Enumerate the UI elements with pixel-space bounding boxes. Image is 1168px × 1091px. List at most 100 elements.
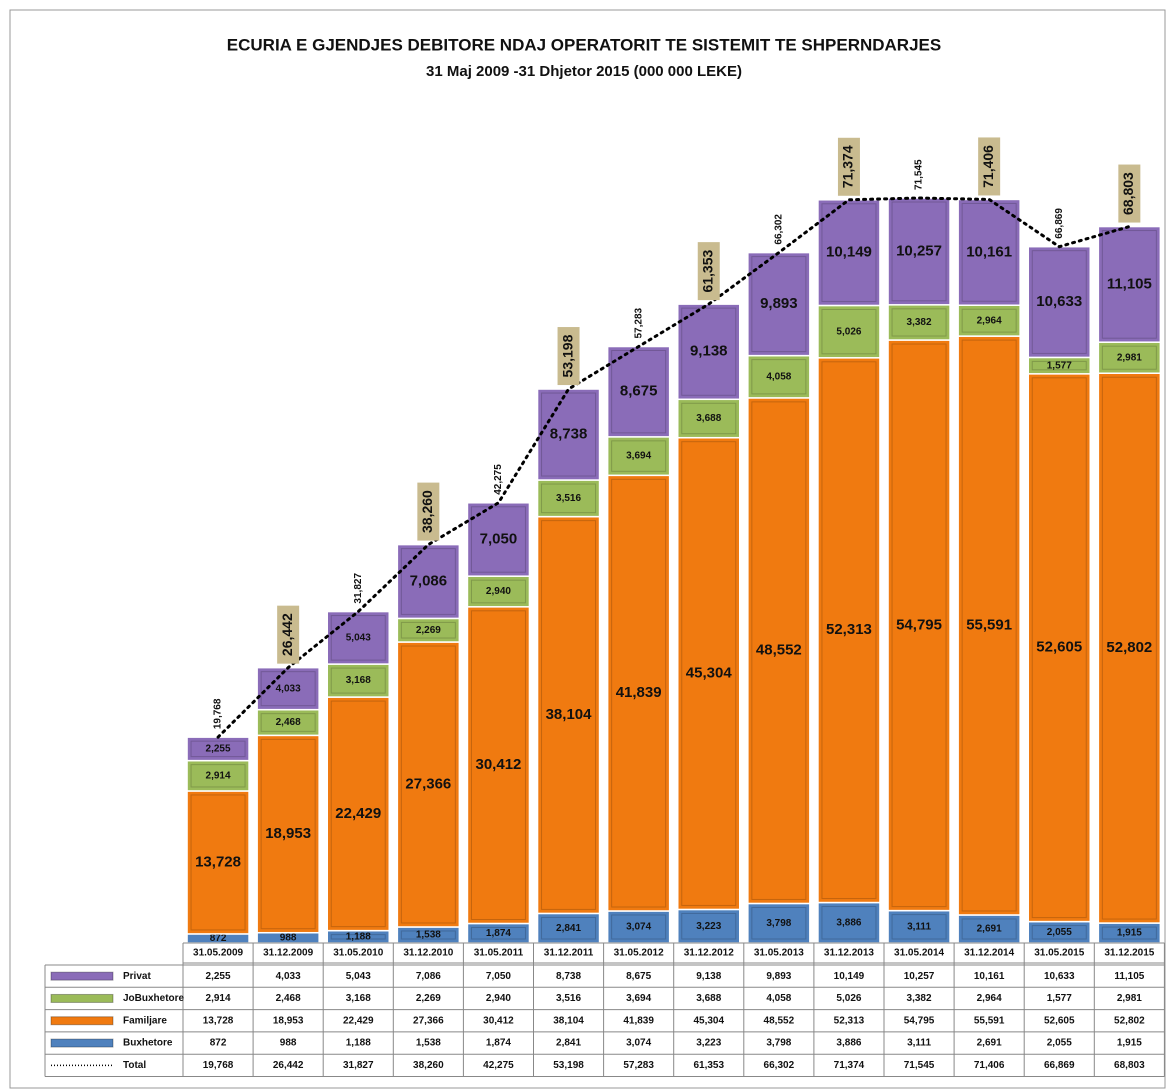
bar-segment [747, 902, 811, 944]
table-cell: 11,105 [1114, 971, 1144, 982]
segment-label: 2,691 [977, 924, 1002, 935]
table-cell: 42,275 [483, 1060, 514, 1071]
bar-bevel [891, 914, 947, 940]
bar-bevel [821, 203, 877, 302]
total-line [216, 196, 1131, 739]
bar-segment [957, 914, 1021, 944]
table-cell: 5,043 [346, 971, 371, 982]
segment-label: 2,940 [486, 586, 511, 597]
chart-subtitle: 31 Maj 2009 -31 Dhjetor 2015 (000 000 LE… [426, 63, 742, 80]
bar-bevel [1031, 377, 1087, 919]
bar-segment [1027, 373, 1091, 923]
segment-label: 9,138 [690, 343, 728, 360]
table-cell: 41,839 [623, 1015, 654, 1026]
segment-label: 52,313 [826, 621, 872, 638]
table-cell: 22,429 [343, 1015, 374, 1026]
bar-bevel [821, 361, 877, 900]
bar-bevel [891, 201, 947, 302]
total-label-group: 53,198 [557, 327, 580, 386]
table-cell: 4,058 [766, 993, 791, 1004]
segment-label: 11,105 [1107, 275, 1152, 292]
table-cell: 2,255 [206, 971, 231, 982]
segment-label: 8,738 [550, 426, 588, 443]
total-label: 31,827 [353, 573, 364, 604]
bar-bevel [821, 906, 877, 940]
bar-segment [256, 708, 320, 737]
legend-label: Total [123, 1060, 146, 1071]
segment-label: 2,468 [276, 717, 301, 728]
x-tick-label: 31.12.2010 [403, 948, 453, 959]
table-cell: 1,577 [1047, 993, 1072, 1004]
bar-bevel [821, 308, 877, 355]
total-label: 71,406 [980, 145, 996, 188]
total-label-group: 71,545 [914, 159, 925, 190]
segment-label: 1,538 [416, 930, 441, 941]
bar-bevel [751, 906, 807, 940]
table-cell: 3,688 [696, 993, 721, 1004]
segment-label: 38,104 [546, 706, 593, 723]
table-cell: 1,915 [1117, 1038, 1142, 1049]
bar-segment [466, 575, 531, 608]
bar-bevel [751, 359, 807, 395]
bar-bevel [260, 713, 316, 732]
segment-label: 2,914 [206, 770, 231, 781]
bar-segment [817, 304, 881, 359]
table-cell: 66,302 [764, 1060, 795, 1071]
total-label-group: 57,283 [633, 307, 644, 338]
table-cell: 8,738 [556, 971, 581, 982]
bar-bevel [330, 667, 386, 694]
table-cell: 48,552 [764, 1015, 795, 1026]
segment-label: 10,633 [1036, 293, 1082, 310]
bar-bevel [400, 548, 456, 615]
table-cell: 10,633 [1044, 971, 1075, 982]
table-cell: 1,538 [416, 1038, 441, 1049]
x-tick-label: 31.12.2014 [964, 948, 1014, 959]
segment-label: 2,964 [977, 315, 1002, 326]
segment-label: 3,516 [556, 493, 581, 504]
table-cell: 5,026 [836, 993, 861, 1004]
segment-label: 4,033 [276, 683, 301, 694]
bar-bevel [330, 934, 386, 940]
total-label: 42,275 [493, 464, 504, 495]
bar-segment [466, 606, 531, 925]
table-cell: 2,468 [276, 993, 301, 1004]
bar-segment [677, 398, 741, 439]
total-label-group: 19,768 [213, 698, 224, 729]
total-label: 57,283 [633, 307, 644, 338]
segment-label: 3,111 [907, 921, 931, 932]
table-cell: 38,104 [553, 1015, 584, 1026]
table-cell: 872 [210, 1038, 227, 1049]
table-cell: 55,591 [974, 1015, 1005, 1026]
total-label: 19,768 [213, 698, 224, 729]
total-label: 68,803 [1120, 172, 1136, 215]
table-cell: 52,313 [834, 1015, 865, 1026]
bar-bevel [400, 645, 456, 924]
x-tick-label: 31.05.2010 [333, 948, 383, 959]
segment-label: 1,915 [1117, 928, 1142, 939]
table-cell: 9,893 [766, 971, 791, 982]
bar-bevel [1031, 250, 1087, 354]
total-label: 53,198 [559, 334, 575, 377]
table-cell: 2,964 [977, 993, 1002, 1004]
total-label-box [417, 482, 440, 541]
bar-segment [887, 339, 951, 912]
total-label: 71,374 [840, 145, 856, 188]
bar-segment [1097, 225, 1162, 343]
bar-segment [677, 436, 741, 911]
table-cell: 2,841 [556, 1038, 581, 1049]
total-label-group: 66,302 [773, 214, 784, 245]
segment-label: 55,591 [966, 617, 1012, 634]
table-cell: 3,798 [766, 1038, 791, 1049]
bar-bevel [1031, 360, 1087, 371]
segment-label: 3,798 [766, 918, 791, 929]
table-cell: 4,033 [276, 971, 301, 982]
segment-label: 2,841 [556, 923, 581, 934]
table-cell: 30,412 [483, 1015, 514, 1026]
table-cell: 9,138 [696, 971, 721, 982]
bar-segment [396, 543, 461, 620]
bar-bevel [751, 401, 807, 900]
bar-bevel [400, 930, 456, 940]
total-label: 66,869 [1054, 208, 1065, 239]
table-cell: 31,827 [343, 1060, 374, 1071]
